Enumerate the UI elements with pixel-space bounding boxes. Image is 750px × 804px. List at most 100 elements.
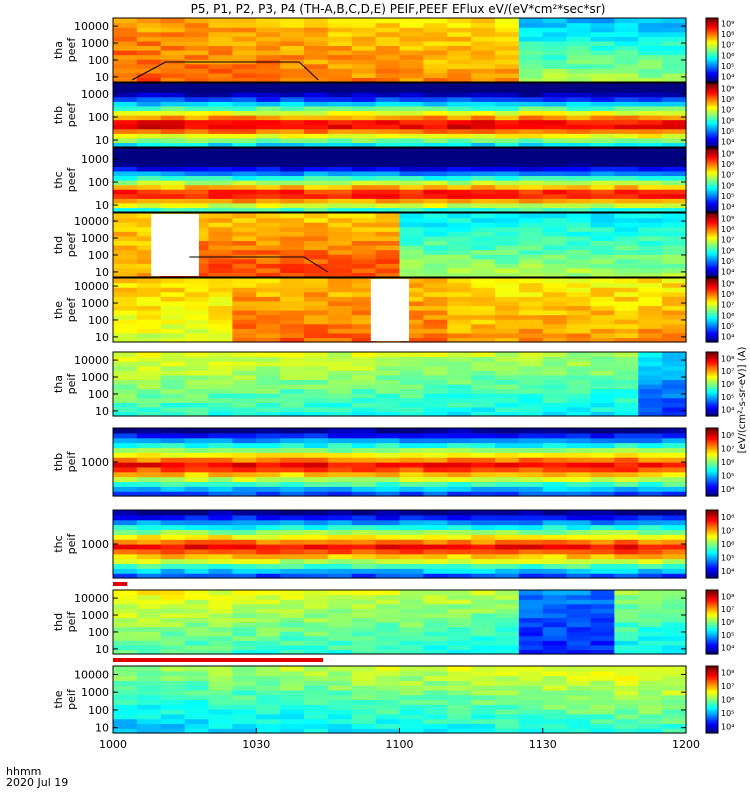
- spectrogram-cell: [280, 366, 304, 371]
- spectrogram-cell: [232, 604, 256, 609]
- spectrogram-cell: [567, 227, 591, 232]
- spectrogram-cell: [495, 278, 519, 283]
- colorbar-tick-label: 10⁶: [721, 246, 734, 255]
- spectrogram-cell: [328, 402, 352, 407]
- spectrogram-cell: [614, 203, 638, 208]
- spectrogram-cell: [495, 236, 519, 241]
- spectrogram-cell: [614, 171, 638, 176]
- spectrogram-cell: [400, 59, 424, 64]
- spectrogram-cell: [280, 296, 304, 301]
- spectrogram-cell: [209, 666, 233, 671]
- spectrogram-cell: [543, 133, 567, 138]
- spectrogram-cell: [567, 171, 591, 176]
- spectrogram-cell: [591, 486, 615, 491]
- spectrogram-cell: [137, 604, 161, 609]
- spectrogram-cell: [638, 361, 662, 366]
- spectrogram-cell: [328, 529, 352, 534]
- spectrogram-cell: [400, 227, 424, 232]
- spectrogram-cell: [352, 608, 376, 613]
- spectrogram-cell: [256, 283, 280, 288]
- spectrogram-cell: [447, 50, 471, 55]
- spectrogram-cell: [447, 393, 471, 398]
- spectrogram-cell: [638, 554, 662, 559]
- spectrogram-cell: [304, 296, 328, 301]
- spectrogram-cell: [423, 666, 447, 671]
- spectrogram-cell: [447, 676, 471, 681]
- spectrogram-cell: [209, 690, 233, 695]
- spectrogram-cell: [567, 101, 591, 106]
- spectrogram-cell: [376, 245, 400, 250]
- spectrogram-cell: [376, 676, 400, 681]
- spectrogram-cell: [495, 283, 519, 288]
- spectrogram-cell: [614, 700, 638, 705]
- spectrogram-cell: [471, 231, 495, 236]
- spectrogram-cell: [161, 292, 185, 297]
- spectrogram-cell: [638, 352, 662, 357]
- spectrogram-cell: [161, 680, 185, 685]
- spectrogram-cell: [447, 263, 471, 268]
- spectrogram-cell: [495, 685, 519, 690]
- spectrogram-cell: [471, 700, 495, 705]
- spectrogram-cell: [137, 534, 161, 539]
- spectrogram-cell: [256, 231, 280, 236]
- spectrogram-cell: [161, 36, 185, 41]
- spectrogram-cell: [567, 175, 591, 180]
- spectrogram-cell: [352, 27, 376, 32]
- spectrogram-cell: [256, 55, 280, 60]
- spectrogram-cell: [328, 645, 352, 650]
- spectrogram-cell: [495, 467, 519, 472]
- spectrogram-cell: [161, 709, 185, 714]
- spectrogram-cell: [256, 305, 280, 310]
- spectrogram-cell: [638, 88, 662, 93]
- spectrogram-cell: [447, 402, 471, 407]
- spectrogram-cell: [328, 433, 352, 438]
- spectrogram-cell: [495, 520, 519, 525]
- spectrogram-cell: [256, 472, 280, 477]
- spectrogram-cell: [185, 153, 209, 158]
- spectrogram-cell: [137, 608, 161, 613]
- spectrogram-cell: [495, 64, 519, 69]
- spectrogram-cell: [447, 115, 471, 120]
- spectrogram-cell: [591, 278, 615, 283]
- spectrogram-cell: [471, 375, 495, 380]
- spectrogram-cell: [161, 510, 185, 515]
- spectrogram-cell: [423, 292, 447, 297]
- spectrogram-cells-thc-peif: [113, 510, 687, 579]
- colorbar-tick-label: 10⁵: [721, 554, 734, 563]
- spectrogram-cell: [662, 115, 686, 120]
- spectrogram-cell: [232, 438, 256, 443]
- spectrogram-cell: [471, 171, 495, 176]
- spectrogram-cell: [614, 671, 638, 676]
- spectrogram-cell: [567, 106, 591, 111]
- spectrogram-cell: [567, 398, 591, 403]
- spectrogram-cell: [614, 120, 638, 125]
- spectrogram-cell: [137, 310, 161, 315]
- spectrogram-cell: [232, 189, 256, 194]
- spectrogram-cell: [161, 333, 185, 338]
- spectrogram-cell: [113, 324, 137, 329]
- spectrogram-cell: [185, 305, 209, 310]
- spectrogram-cell: [423, 129, 447, 134]
- spectrogram-cell: [543, 443, 567, 448]
- spectrogram-cell: [376, 520, 400, 525]
- spectrogram-cell: [567, 622, 591, 627]
- spectrogram-cell: [280, 680, 304, 685]
- spectrogram-cell: [304, 305, 328, 310]
- spectrogram-cell: [256, 287, 280, 292]
- spectrogram-cell: [638, 166, 662, 171]
- spectrogram-cell: [328, 250, 352, 255]
- spectrogram-cells-thc-peef: [113, 148, 687, 213]
- spectrogram-cell: [185, 680, 209, 685]
- spectrogram-cell: [400, 510, 424, 515]
- spectrogram-cell: [400, 402, 424, 407]
- spectrogram-cell: [232, 599, 256, 604]
- spectrogram-cell: [567, 443, 591, 448]
- spectrogram-cell: [352, 18, 376, 23]
- spectrogram-cell: [137, 110, 161, 115]
- spectrogram-cell: [543, 185, 567, 190]
- colorbar-tick-label: 10⁵: [721, 192, 734, 201]
- spectrogram-cell: [137, 198, 161, 203]
- spectrogram-cell: [232, 250, 256, 255]
- spectrogram-cell: [638, 640, 662, 645]
- spectrogram-cell: [447, 709, 471, 714]
